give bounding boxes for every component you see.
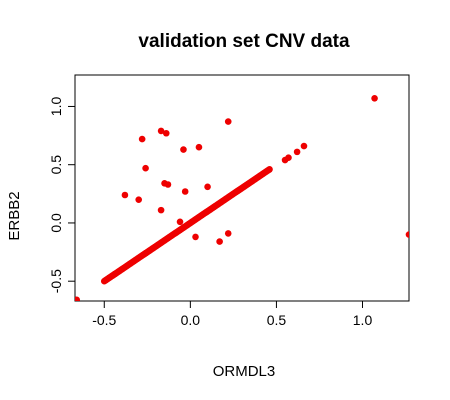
data-point xyxy=(142,164,149,172)
x-axis-label: ORMDL3 xyxy=(213,363,276,380)
y-tick-label: 1.0 xyxy=(48,97,64,117)
data-point xyxy=(224,118,232,125)
data-point xyxy=(121,191,129,199)
y-axis: -0.5 0.0 0.5 1.0 xyxy=(48,97,76,293)
data-point xyxy=(192,233,199,241)
data-point xyxy=(164,181,172,188)
data-point xyxy=(135,196,143,203)
data-point xyxy=(204,183,211,191)
x-tick-label: 1.0 xyxy=(353,312,373,328)
data-point xyxy=(138,135,146,143)
y-tick-label: -0.5 xyxy=(48,269,64,293)
data-point xyxy=(162,129,170,137)
data-point xyxy=(181,188,189,195)
data-point xyxy=(111,270,118,278)
data-point xyxy=(216,238,223,245)
data-point xyxy=(281,156,289,164)
data-point xyxy=(75,296,81,301)
data-point xyxy=(157,127,165,135)
x-tick-label: 0.5 xyxy=(267,312,287,328)
data-point xyxy=(224,230,232,237)
data-point xyxy=(106,274,113,282)
y-tick-label: 0.0 xyxy=(48,213,64,233)
data-point xyxy=(176,218,184,226)
data-point xyxy=(293,148,301,156)
data-points xyxy=(75,94,409,301)
chart-title: validation set CNV data xyxy=(138,31,350,52)
data-point xyxy=(157,206,165,214)
y-tick-label: 0.5 xyxy=(48,155,64,175)
data-point xyxy=(405,231,409,238)
x-tick-label: 0.0 xyxy=(181,312,201,328)
data-point xyxy=(180,146,187,153)
data-point xyxy=(266,166,273,173)
y-axis-label: ERBB2 xyxy=(6,191,23,240)
data-point xyxy=(371,94,378,102)
x-tick-label: -0.5 xyxy=(92,312,116,328)
data-point xyxy=(300,142,308,150)
x-axis: -0.5 0.0 0.5 1.0 xyxy=(92,300,373,328)
data-point xyxy=(195,143,203,151)
